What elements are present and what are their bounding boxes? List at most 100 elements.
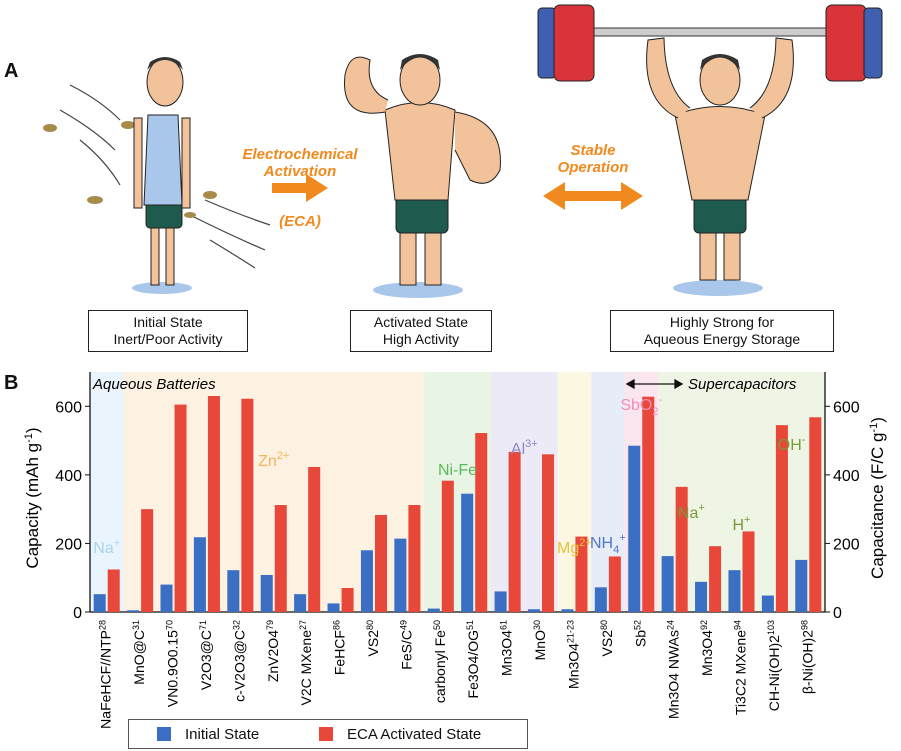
bar-initial [227, 570, 240, 612]
caption-line: Highly Strong for [669, 314, 775, 330]
ion-group-label: NH4+ [590, 532, 626, 556]
x-tick-label: carbonyl Fe50 [432, 620, 448, 703]
bar-initial [594, 587, 607, 612]
bar-initial [93, 594, 106, 612]
bar-initial [494, 591, 507, 612]
ion-group-label: Na+ [678, 502, 705, 522]
caption-line: Inert/Poor Activity [113, 331, 223, 347]
bar-initial [661, 556, 674, 612]
bar-initial [561, 609, 574, 612]
caption-highly-strong: Highly Strong for Aqueous Energy Storage [610, 310, 834, 352]
panel-a-letter: A [4, 60, 19, 82]
x-tick-label: MnO30 [532, 620, 548, 660]
ion-group-band [123, 372, 425, 612]
x-tick-label: V2C MXene27 [298, 620, 314, 706]
legend-label-activated: ECA Activated State [347, 726, 482, 743]
x-tick-label: CH-Ni(OH)2103 [766, 620, 782, 711]
section-label-supercapacitors: Supercapacitors [688, 376, 797, 393]
y-tick-label-left: 0 [73, 605, 82, 622]
bar-initial [728, 570, 741, 612]
arrow2-line2: Operation [557, 159, 629, 176]
bar-activated [642, 396, 655, 612]
bar-initial [360, 550, 373, 612]
caption-initial-state: Initial State Inert/Poor Activity [88, 310, 248, 352]
x-tick-label: MnO@C31 [131, 620, 147, 685]
ion-group-label: OH- [778, 434, 806, 454]
ion-group-label: H+ [732, 514, 750, 534]
arrow1-label: Electrochemical Activation [215, 146, 385, 180]
bar-activated [675, 486, 688, 612]
chart-axes: 0 0 200 200 400 400 600 600 [55, 372, 860, 622]
bar-activated [341, 588, 354, 612]
caption-line: Initial State [133, 314, 203, 330]
ion-group-label: SbO2- [620, 394, 662, 418]
bar-activated [141, 509, 154, 612]
bar-initial [327, 603, 340, 612]
wind-lines [59, 84, 271, 269]
panel-b-letter: B [4, 372, 19, 394]
bar-initial [628, 445, 641, 612]
ion-group-label: Mg2+ [557, 537, 592, 557]
x-tick-label: Ti3C2 MXene94 [732, 620, 748, 715]
x-tick-label: NaFeHCF//NTP28 [98, 620, 114, 729]
muscular-man-figure [344, 54, 501, 298]
bar-activated [374, 514, 388, 612]
chart-labels: Na+ Zn2+ Ni-Fe Al3+ Mg2+NH4+ SbO2- Na+ H+ OH- NaF… [93, 394, 815, 729]
x-tick-label: Sb52 [632, 620, 648, 647]
caption-activated-state: Activated State High Activity [350, 310, 492, 352]
x-tick-label: Mn3O492 [699, 620, 715, 676]
x-tick-label: VS280 [599, 620, 615, 656]
chart-legend: Initial State ECA Activated State [128, 719, 528, 749]
y-tick-label-right: 600 [833, 399, 860, 416]
bar-activated [241, 398, 254, 612]
bar-initial [394, 538, 407, 612]
y-axis-right-title: Capacitance (F/C g-1) [868, 417, 887, 579]
chart-bars [93, 396, 822, 612]
arrow1-line2: Activation [263, 163, 337, 180]
x-tick-label: c-V2O3@C32 [231, 620, 247, 702]
weightlifter-figure [537, 4, 883, 296]
x-tick-label: FeHCF86 [332, 620, 348, 675]
bar-activated [207, 396, 220, 612]
legend-swatch-initial [157, 727, 171, 741]
arrow1-line3: (ECA) [279, 213, 321, 230]
bar-activated [809, 417, 822, 612]
x-tick-label: Mn3O4 NWAs24 [666, 620, 682, 719]
bar-initial [461, 493, 474, 612]
bar-initial [695, 581, 708, 612]
ion-group-label: Zn2+ [258, 450, 289, 470]
bar-activated [508, 451, 521, 612]
section-label-aqueous-batteries: Aqueous Batteries [92, 376, 216, 393]
bar-activated [441, 480, 454, 612]
x-tick-label: VS280 [365, 620, 381, 656]
bar-activated [542, 454, 555, 612]
bar-initial [427, 608, 440, 612]
panel-a-illustration [43, 4, 883, 298]
ion-group-label: Ni-Fe [438, 462, 477, 479]
ion-group-label: Na+ [93, 537, 120, 557]
y-tick-label-right: 200 [833, 536, 860, 553]
legend-label-initial: Initial State [185, 726, 260, 743]
bar-initial [260, 574, 273, 612]
bar-initial [160, 584, 173, 612]
y-tick-label-left: 400 [55, 468, 82, 485]
falling-leaves [43, 121, 217, 218]
y-tick-label-left: 200 [55, 536, 82, 553]
x-tick-label: β-Ni(OH)298 [799, 620, 815, 694]
caption-line: Activated State [373, 314, 469, 330]
bar-initial [795, 559, 808, 612]
bar-activated [475, 433, 488, 612]
x-tick-label: V2O3@C71 [198, 620, 214, 690]
bar-initial [527, 609, 541, 612]
y-tick-label-right: 0 [833, 605, 842, 622]
legend-swatch-activated [319, 727, 333, 741]
y-tick-label-right: 400 [833, 468, 860, 485]
caption-line: Aqueous Energy Storage [643, 331, 801, 347]
bar-activated [107, 569, 120, 612]
x-tick-label: ZnV2O479 [265, 620, 281, 682]
bar-activated [575, 536, 588, 612]
bar-activated [742, 531, 755, 612]
bar-initial [193, 537, 206, 612]
bar-activated [608, 556, 621, 612]
